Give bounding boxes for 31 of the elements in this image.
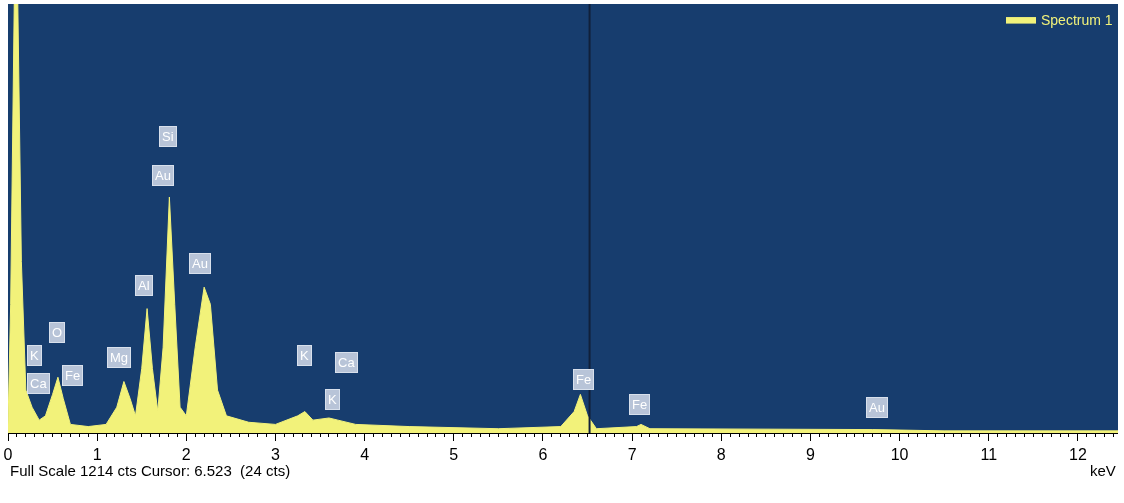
annotation: Au [192, 256, 208, 271]
annotation: Au [155, 168, 171, 183]
annotation: Ca [338, 355, 356, 370]
x-tick-label: 9 [805, 446, 815, 464]
annotation: Al [138, 278, 150, 293]
annotation: Au [869, 400, 885, 415]
annotation: Fe [65, 368, 81, 383]
annotation: K [30, 348, 39, 363]
annotation: K [328, 392, 337, 407]
x-tick-label: 10 [890, 446, 909, 464]
x-tick-label: 0 [3, 446, 13, 464]
annotation: Si [162, 129, 174, 144]
x-tick-label: 3 [271, 446, 281, 464]
annotation: K [300, 348, 309, 363]
x-tick-label: 11 [980, 446, 998, 464]
annotation: Fe [576, 372, 592, 387]
x-axis-title: keV [1090, 462, 1116, 479]
annotation: Ca [30, 376, 48, 391]
x-tick-label: 1 [92, 446, 102, 464]
x-tick-label: 2 [181, 446, 191, 464]
x-tick-label: 8 [716, 446, 726, 464]
x-tick-label: 6 [538, 446, 548, 464]
annotation: Mg [110, 350, 129, 365]
x-tick-label: 4 [360, 446, 370, 464]
annotation: Fe [632, 397, 648, 412]
x-tick-label: 5 [449, 446, 459, 464]
text: Full Scale 1214 cts Cursor: 6.523 (24 cts) [10, 462, 291, 479]
legend-label: Spectrum 1 [1041, 12, 1113, 29]
annotation: O [52, 325, 63, 340]
x-tick-label: 12 [1068, 446, 1087, 464]
x-tick-label: 7 [627, 446, 637, 464]
